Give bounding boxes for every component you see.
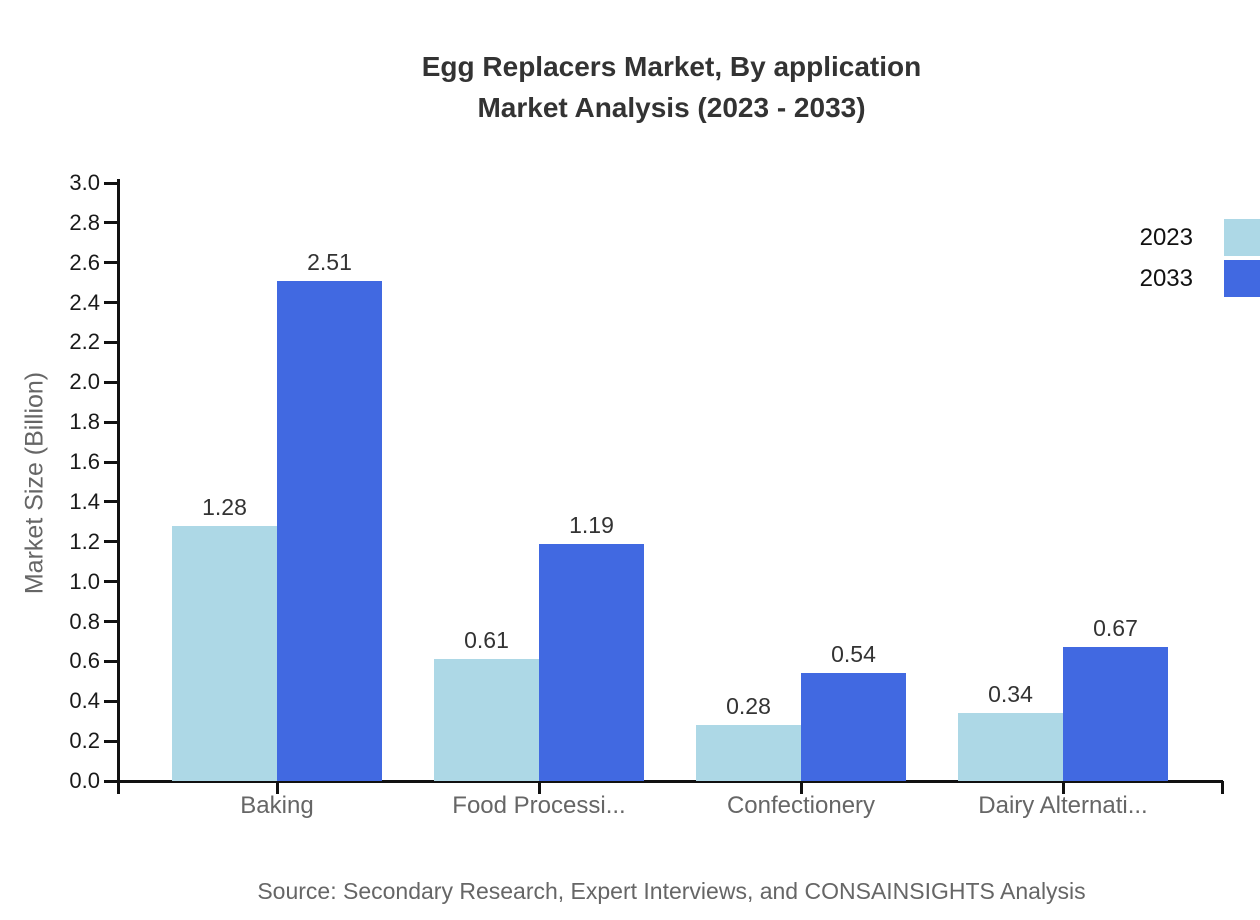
bar-2033-dairyalternati: [1063, 647, 1168, 781]
y-tick-label: 1.8: [69, 409, 100, 435]
y-tick-label: 0.0: [69, 768, 100, 793]
legend-swatch: [1224, 219, 1260, 256]
x-axis-category-label: Food Processi...: [452, 792, 626, 819]
x-axis-category-label: Baking: [240, 792, 314, 819]
y-tick: [104, 580, 118, 584]
y-tick: [104, 420, 118, 424]
x-axis-category-label: Confectionery: [726, 792, 876, 819]
y-tick: [104, 500, 118, 504]
y-tick: [104, 380, 118, 384]
bar-2023-foodprocessi: [434, 659, 539, 781]
y-tick: [104, 460, 118, 464]
y-tick-label: 0.2: [69, 728, 100, 754]
y-tick: [104, 699, 118, 703]
y-tick-label: 0.6: [69, 648, 100, 674]
y-tick-label: 1.4: [69, 488, 100, 514]
y-tick-label: 0.8: [69, 608, 100, 634]
y-tick: [104, 261, 118, 265]
legend-swatch: [1224, 260, 1260, 297]
bar-value-label: 2.51: [307, 248, 352, 275]
bar-2033-confectionery: [801, 673, 906, 781]
bar-value-label: 0.54: [831, 641, 876, 668]
chart-title: Egg Replacers Market, By application Mar…: [120, 46, 1223, 128]
y-tick-label: 2.0: [69, 369, 100, 395]
source-attribution: Source: Secondary Research, Expert Inter…: [257, 878, 1086, 904]
bar-value-label: 1.28: [202, 493, 247, 520]
legend-label: 2033: [1139, 264, 1193, 292]
bar-value-label: 0.34: [988, 681, 1033, 708]
x-tick: [799, 781, 803, 794]
y-tick-label: 3.0: [69, 170, 100, 195]
y-tick: [104, 221, 118, 225]
y-axis-title: Market Size (Billion): [20, 371, 49, 595]
y-axis-line: [117, 179, 120, 794]
y-tick: [104, 181, 118, 185]
legend-item: 2033: [1140, 260, 1260, 297]
x-axis-category-label: Dairy Alternati...: [978, 792, 1148, 819]
y-tick-label: 2.2: [69, 329, 100, 355]
bar-value-label: 0.28: [726, 693, 771, 720]
y-tick: [104, 620, 118, 624]
y-tick-label: 2.8: [69, 209, 100, 235]
bar-value-label: 0.61: [464, 627, 509, 654]
y-tick-label: 0.4: [69, 688, 100, 714]
y-tick: [104, 659, 118, 663]
bar-2033-baking: [277, 280, 382, 781]
bar-2023-baking: [172, 525, 277, 781]
x-tick: [275, 781, 279, 794]
y-tick: [104, 779, 118, 783]
bar-2033-foodprocessi: [539, 543, 644, 781]
bar-value-label: 0.67: [1093, 615, 1138, 642]
legend-label: 2023: [1139, 223, 1193, 251]
x-axis-end-tick: [1221, 781, 1224, 794]
bar-value-label: 1.19: [569, 511, 614, 538]
bar-2023-dairyalternati: [958, 713, 1063, 781]
x-tick: [1061, 781, 1065, 794]
y-tick: [104, 540, 118, 544]
y-tick-label: 1.6: [69, 449, 100, 475]
bar-2023-confectionery: [696, 725, 801, 781]
chart-title-line2: Market Analysis (2023 - 2033): [477, 92, 866, 123]
x-tick: [537, 781, 541, 794]
legend-item: 2023: [1140, 219, 1260, 256]
y-tick: [104, 340, 118, 344]
y-tick-label: 2.4: [69, 289, 100, 315]
plot-area: 0.0 0.2 0.4 0.6 0.8 1.0 1.2 1.4 1.6 1.8 2.0 2.2 2.4 2…: [69, 170, 1224, 794]
y-tick-label: 2.6: [69, 249, 100, 275]
legend: 2023 2033: [1140, 219, 1260, 297]
y-tick: [104, 301, 118, 305]
y-tick: [104, 739, 118, 743]
x-axis-line: [106, 779, 1223, 783]
y-tick-label: 1.2: [69, 528, 100, 554]
chart-title-line1: Egg Replacers Market, By application: [421, 51, 922, 82]
y-tick-label: 1.0: [69, 568, 100, 594]
